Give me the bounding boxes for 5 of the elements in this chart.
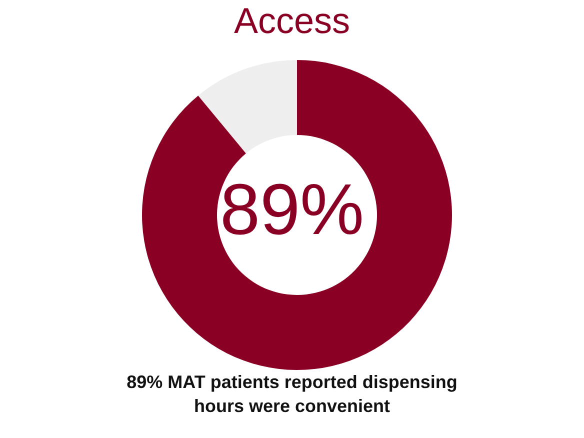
donut-slice xyxy=(198,60,297,154)
chart-title: Access xyxy=(232,0,352,42)
data-label: 89% xyxy=(218,169,366,252)
donut-slice xyxy=(142,60,452,370)
text: 89% MAT patients reported dispensing hours were convenient xyxy=(126,371,458,418)
